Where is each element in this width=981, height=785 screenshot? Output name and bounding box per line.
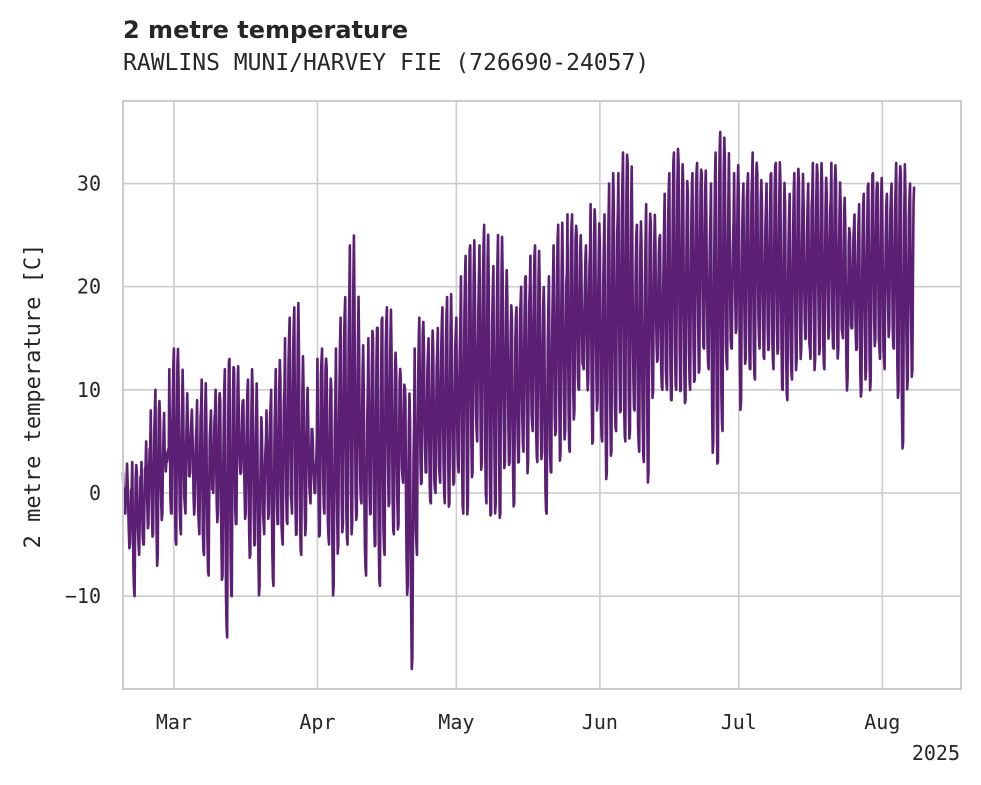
x-tick-labels: Mar Apr May Jun Jul Aug — [156, 710, 900, 734]
x-offset-label: 2025 — [912, 741, 960, 765]
x-tick-label: Apr — [299, 710, 335, 734]
series-layer — [121, 130, 916, 671]
chart-subtitle: RAWLINS MUNI/HARVEY FIE (726690-24057) — [123, 50, 650, 76]
y-axis-label: 2 metre temperature [C] — [21, 244, 46, 549]
y-tick-label: 30 — [77, 172, 101, 196]
y-tick-label: 20 — [77, 275, 101, 299]
y-tick-label: 0 — [89, 481, 101, 505]
plot-frame — [122, 100, 962, 690]
temperature-series-line — [121, 130, 916, 671]
y-tick-label: −10 — [65, 584, 101, 608]
x-tick-label: May — [438, 710, 474, 734]
x-tick-label: Jul — [721, 710, 757, 734]
y-tick-labels: −10 0 10 20 30 — [65, 172, 101, 609]
chart-title: 2 metre temperature — [123, 16, 409, 44]
x-tick-label: Aug — [864, 710, 900, 734]
x-tick-label: Jun — [582, 710, 618, 734]
y-tick-label: 10 — [77, 378, 101, 402]
x-tick-label: Mar — [156, 710, 192, 734]
